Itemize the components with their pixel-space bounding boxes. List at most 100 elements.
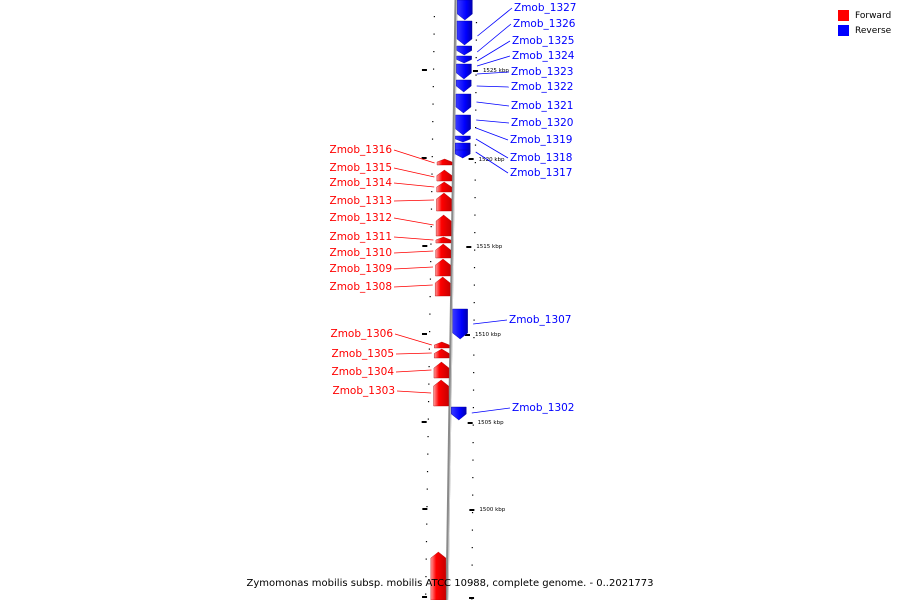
leader-line bbox=[393, 284, 433, 288]
gene-zmob-1309 bbox=[435, 258, 451, 277]
minor-tick-left bbox=[428, 383, 430, 385]
major-tick-left bbox=[422, 596, 428, 598]
minor-tick-left bbox=[432, 68, 435, 70]
leader-line bbox=[393, 149, 435, 164]
gene-label: Zmob_1326 bbox=[513, 18, 576, 30]
leader-line bbox=[475, 127, 509, 141]
leader-line bbox=[393, 250, 434, 254]
gene-labels: Zmob_1327 Zmob_1326 Zmob_1325 Zmob_1324 Zmob… bbox=[330, 2, 577, 414]
minor-tick-right bbox=[472, 477, 474, 479]
gene-label: Zmob_1322 bbox=[511, 81, 573, 93]
gene-label: Zmob_1310 bbox=[330, 247, 392, 259]
minor-tick-left bbox=[433, 51, 435, 53]
minor-tick-right bbox=[474, 249, 476, 251]
leader-line bbox=[393, 182, 435, 188]
minor-tick-right bbox=[472, 494, 474, 496]
gene-label: Zmob_1312 bbox=[330, 212, 392, 224]
tick-label: 1500 kbp bbox=[479, 507, 505, 513]
major-tick-right bbox=[464, 334, 470, 336]
minor-tick-right bbox=[472, 389, 475, 391]
minor-tick-left bbox=[430, 261, 432, 263]
minor-tick-left bbox=[426, 506, 428, 508]
minor-tick-right bbox=[473, 337, 475, 339]
minor-tick-left bbox=[427, 453, 429, 455]
gene-label: Zmob_1317 bbox=[510, 167, 572, 179]
map-caption: Zymomonas mobilis subsp. mobilis ATCC 10… bbox=[246, 578, 654, 589]
minor-tick-right bbox=[475, 109, 477, 111]
legend-forward-label: Forward bbox=[855, 10, 892, 21]
gene-label: Zmob_1324 bbox=[512, 50, 575, 62]
minor-tick-left bbox=[427, 401, 430, 403]
gene-zmob-1303 bbox=[433, 379, 449, 407]
leader-line bbox=[393, 217, 434, 226]
gene-zmob-1312 bbox=[435, 214, 452, 237]
gene-zmob-1307 bbox=[452, 308, 468, 340]
minor-tick-right bbox=[473, 354, 475, 356]
minor-tick-right bbox=[474, 144, 477, 146]
tick-label: 1520 kbp bbox=[479, 157, 505, 163]
legend-reverse: Reverse bbox=[838, 23, 891, 38]
minor-tick-left bbox=[429, 278, 432, 280]
gene-label: Zmob_1314 bbox=[330, 177, 393, 189]
minor-tick-left bbox=[432, 121, 434, 123]
legend-reverse-label: Reverse bbox=[855, 25, 892, 36]
minor-tick-right bbox=[475, 22, 478, 24]
axis-minor-ticks bbox=[425, 16, 478, 600]
leader-line bbox=[393, 167, 435, 178]
gene-label: Zmob_1313 bbox=[330, 195, 392, 207]
minor-tick-right bbox=[475, 127, 477, 129]
gene-label: Zmob_1307 bbox=[509, 314, 571, 326]
gene-zmob-1320 bbox=[455, 114, 471, 136]
gene-label: Zmob_1302 bbox=[512, 402, 574, 414]
minor-tick-right bbox=[473, 372, 475, 374]
minor-tick-right bbox=[475, 57, 477, 59]
gene-label: Zmob_1304 bbox=[332, 366, 395, 378]
gene-zmob-1313 bbox=[436, 192, 452, 212]
gene-zmob-1325 bbox=[456, 45, 472, 56]
legend: Forward Reverse bbox=[838, 8, 891, 38]
gene-zmob-1302 bbox=[451, 406, 467, 421]
leader-line bbox=[394, 333, 432, 346]
major-tick-left bbox=[421, 157, 427, 159]
gene-zmob-1326 bbox=[456, 20, 473, 46]
gene-label: Zmob_1320 bbox=[511, 117, 573, 129]
gene-label: Zmob_1321 bbox=[511, 100, 573, 112]
major-tick-left bbox=[422, 245, 428, 247]
gene-zmob-1322 bbox=[456, 79, 472, 93]
gene-zmob-1324 bbox=[456, 55, 472, 64]
minor-tick-right bbox=[475, 74, 477, 76]
minor-tick-right bbox=[473, 302, 475, 304]
minor-tick-left bbox=[433, 16, 435, 18]
gene-zmob-1311 bbox=[435, 236, 452, 244]
leader-line bbox=[395, 352, 432, 355]
gene-label: Zmob_1311 bbox=[330, 231, 392, 243]
minor-tick-left bbox=[426, 471, 429, 473]
major-tick-right bbox=[466, 246, 472, 248]
minor-tick-right bbox=[474, 232, 476, 234]
gene-unlabeled-bottom bbox=[430, 551, 447, 600]
minor-tick-right bbox=[471, 547, 473, 549]
minor-tick-left bbox=[430, 226, 432, 228]
legend-forward: Forward bbox=[838, 8, 891, 23]
minor-tick-left bbox=[425, 541, 428, 543]
leader-line bbox=[393, 236, 434, 241]
major-tick-left bbox=[421, 333, 427, 335]
tick-label: 1505 kbp bbox=[478, 420, 504, 426]
leader-line bbox=[395, 369, 432, 373]
gene-zmob-1314 bbox=[436, 181, 452, 193]
minor-tick-left bbox=[429, 313, 431, 315]
major-tick-left bbox=[421, 69, 427, 71]
minor-tick-left bbox=[425, 576, 427, 578]
gene-zmob-1306 bbox=[434, 341, 450, 349]
gene-label: Zmob_1323 bbox=[511, 66, 573, 78]
leader-line bbox=[471, 407, 511, 414]
gene-label: Zmob_1315 bbox=[330, 162, 392, 174]
leader-line bbox=[477, 7, 513, 37]
minor-tick-right bbox=[475, 92, 477, 94]
minor-tick-left bbox=[433, 33, 435, 35]
minor-tick-left bbox=[428, 366, 430, 368]
minor-tick-right bbox=[471, 512, 474, 514]
gene-zmob-1310 bbox=[435, 243, 451, 259]
minor-tick-left bbox=[430, 243, 432, 245]
